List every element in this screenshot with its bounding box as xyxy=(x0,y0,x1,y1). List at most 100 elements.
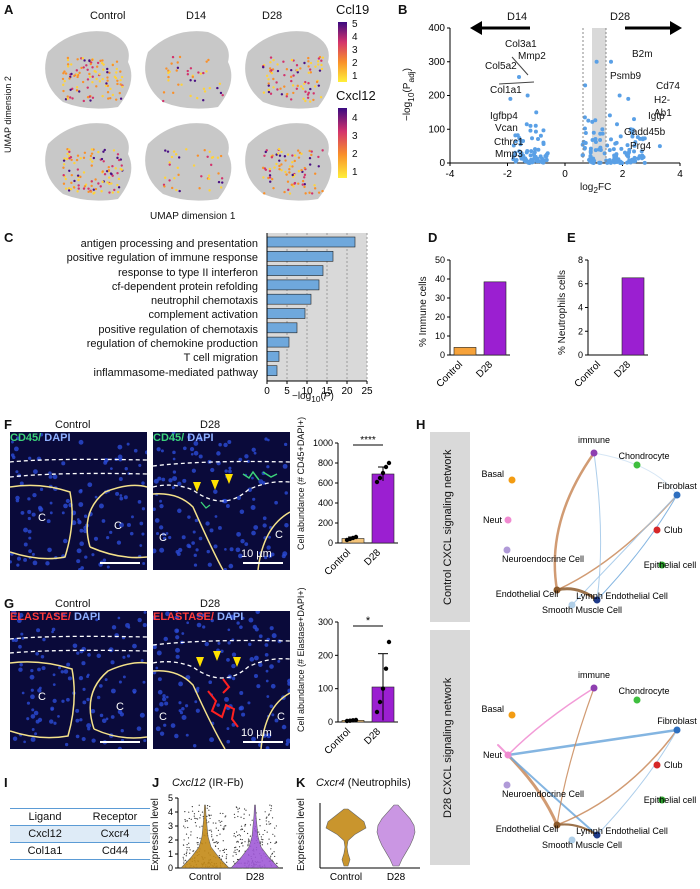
cell-point xyxy=(237,834,239,837)
nucleus xyxy=(198,536,203,541)
umap-expressing-cell xyxy=(173,176,176,180)
nucleus xyxy=(66,662,71,667)
umap-expressing-cell xyxy=(101,77,104,81)
umap-col-control: Control xyxy=(90,10,126,22)
nucleus xyxy=(195,548,199,552)
umap-expressing-cell xyxy=(303,185,306,189)
network-edge xyxy=(593,452,602,601)
nucleus xyxy=(106,565,110,569)
umap-expressing-cell xyxy=(88,75,92,78)
volcano-point xyxy=(528,123,533,128)
umap-cells xyxy=(45,123,132,201)
umap-expressing-cell xyxy=(89,158,92,161)
volcano-point xyxy=(541,128,546,133)
nucleus xyxy=(129,531,134,536)
nucleus xyxy=(91,553,95,557)
umap-cells xyxy=(245,123,332,201)
umap-expressing-cell xyxy=(304,90,307,93)
nucleus xyxy=(163,636,168,642)
nucleus xyxy=(141,507,146,511)
nucleus xyxy=(110,660,115,665)
panel-label-a: A xyxy=(4,2,14,17)
nucleus xyxy=(23,542,28,547)
tick-label: -4 xyxy=(446,169,455,180)
umap-expressing-cell xyxy=(301,179,305,183)
nucleus xyxy=(117,444,123,450)
nucleus xyxy=(123,495,128,500)
nucleus xyxy=(57,715,60,718)
nucleus xyxy=(87,653,91,657)
violin xyxy=(180,804,230,869)
umap-expressing-cell xyxy=(206,155,209,158)
go-bar xyxy=(266,236,356,248)
umap-expressing-cell xyxy=(315,80,319,84)
cell-point xyxy=(268,838,270,840)
nucleus xyxy=(153,645,157,650)
cell-point xyxy=(265,817,267,819)
go-bar xyxy=(266,308,306,319)
umap-expressing-cell xyxy=(308,156,312,160)
nucleus xyxy=(155,666,159,670)
nucleus xyxy=(172,450,176,455)
cell-point xyxy=(215,822,217,824)
nucleus xyxy=(213,544,218,549)
nucleus xyxy=(226,739,231,744)
tick-label: 0 xyxy=(439,158,445,169)
umap-expressing-cell xyxy=(208,189,211,192)
nucleus xyxy=(61,699,65,703)
umap-expressing-cell xyxy=(90,148,94,151)
network-node xyxy=(503,546,511,554)
nucleus xyxy=(172,457,176,461)
nucleus xyxy=(30,668,34,673)
volcano-point xyxy=(627,147,632,152)
cell-point xyxy=(189,852,191,854)
nucleus xyxy=(111,625,117,630)
umap-expressing-cell xyxy=(216,86,219,90)
umap-expressing-cell xyxy=(62,89,65,93)
nucleus xyxy=(181,535,186,540)
umap-expressing-cell xyxy=(303,182,306,186)
nucleus xyxy=(132,643,137,649)
umap-expressing-cell xyxy=(83,185,87,188)
network-node-label: immune xyxy=(578,435,610,445)
umap-expressing-cell xyxy=(109,87,112,91)
umap-expressing-cell xyxy=(87,190,90,194)
umap-expressing-cell xyxy=(261,166,265,170)
nucleus xyxy=(287,682,290,686)
nucleus xyxy=(33,469,38,474)
volcano-point xyxy=(583,131,588,136)
umap-expressing-cell xyxy=(309,61,313,65)
nucleus xyxy=(86,697,90,702)
nucleus xyxy=(175,647,180,653)
umap-expressing-cell xyxy=(177,83,180,86)
umap-expressing-cell xyxy=(75,86,79,89)
volcano-point xyxy=(619,160,624,165)
umap-expressing-cell xyxy=(79,175,82,179)
nucleus xyxy=(31,728,35,731)
significance-stars: **** xyxy=(360,435,376,446)
nucleus xyxy=(204,641,209,647)
cell-point xyxy=(199,814,202,816)
nucleus xyxy=(159,499,163,503)
volcano-point xyxy=(530,159,535,164)
nucleus xyxy=(154,707,159,712)
umap-expressing-cell xyxy=(308,68,312,71)
umap-expressing-cell xyxy=(275,162,278,166)
umap-expressing-cell xyxy=(200,175,203,178)
cell-point xyxy=(226,861,228,863)
umap-col-d28: D28 xyxy=(262,10,283,22)
nucleus xyxy=(156,650,162,656)
neutrophil-y-label: % Neutrophils cells xyxy=(557,269,568,356)
umap-expressing-cell xyxy=(280,163,283,166)
umap-expressing-cell xyxy=(77,178,80,182)
cell-point xyxy=(199,826,201,828)
nucleus xyxy=(30,714,36,719)
nucleus xyxy=(37,667,41,672)
umap-expressing-cell xyxy=(66,63,70,66)
network-edge xyxy=(507,687,595,756)
cell-point xyxy=(184,819,186,821)
cell-point xyxy=(186,849,188,851)
umap-expressing-cell xyxy=(186,69,189,73)
nucleus xyxy=(19,481,24,486)
umap-expressing-cell xyxy=(172,91,175,95)
